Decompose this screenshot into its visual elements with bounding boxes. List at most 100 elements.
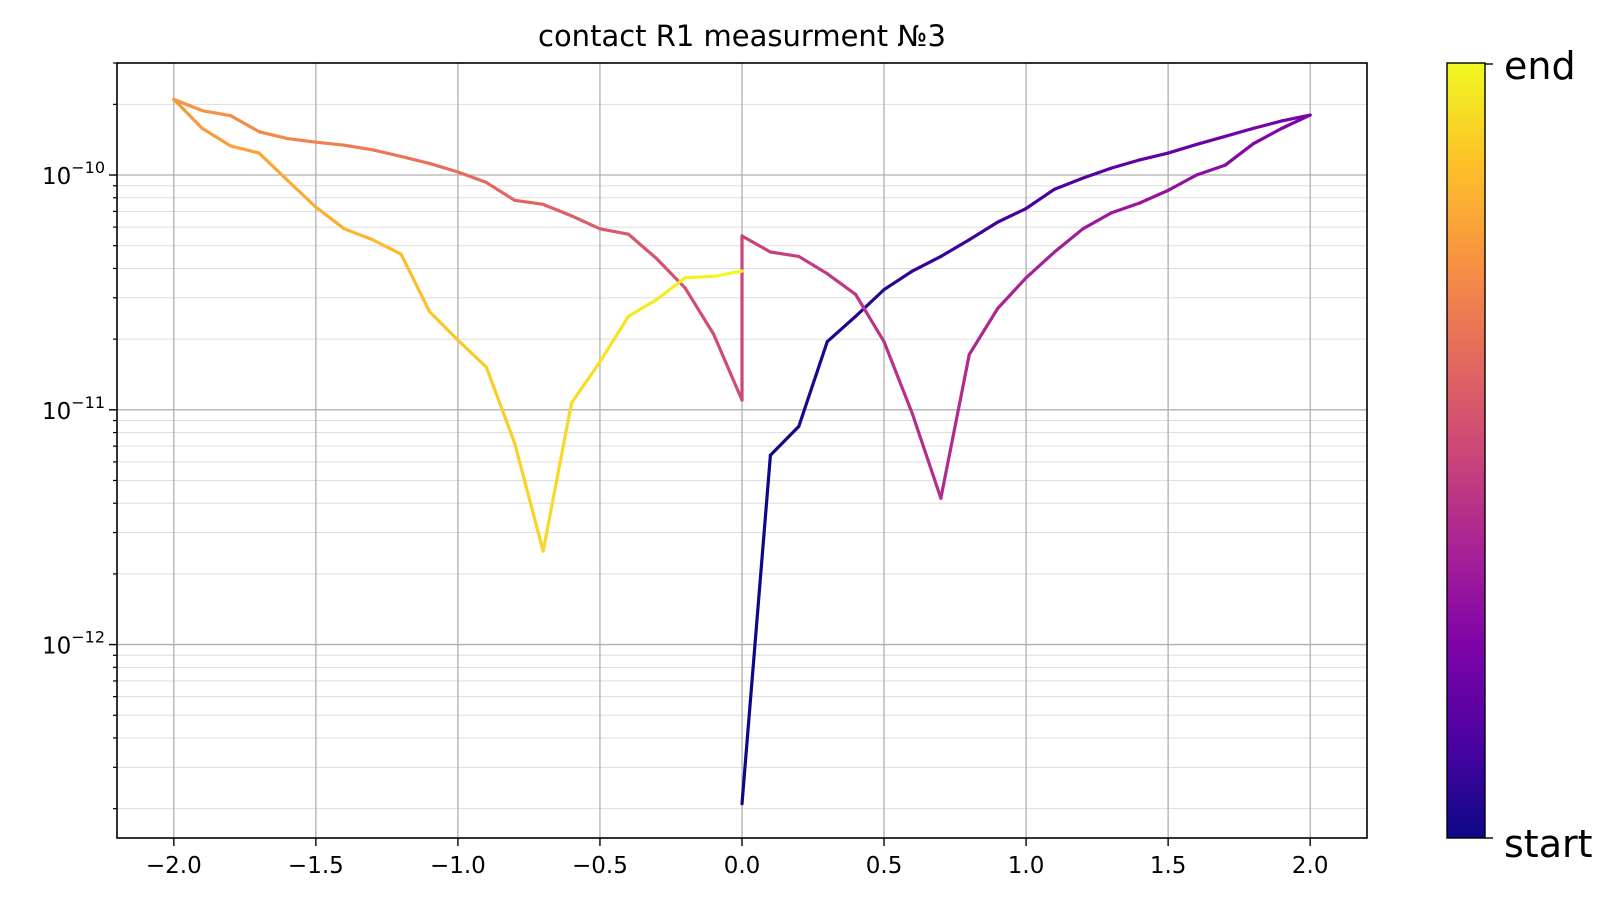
line-segment — [939, 352, 971, 500]
line-segment — [1251, 126, 1284, 146]
line-segment — [1166, 173, 1199, 192]
line-segment — [427, 309, 460, 342]
line-segment — [967, 306, 1000, 357]
line-segment — [854, 288, 886, 318]
line-segment — [1052, 176, 1085, 191]
x-tick-label: 0.0 — [724, 853, 761, 879]
line-segment — [768, 424, 801, 457]
line-segment — [371, 238, 403, 256]
line-segment — [456, 170, 488, 185]
line-segment — [172, 97, 204, 130]
line-segment — [172, 97, 204, 113]
chart-title: contact R1 measurment №3 — [538, 19, 946, 53]
y-tick-label: 10−10 — [42, 158, 105, 190]
line-segment — [996, 276, 1028, 311]
line-segment — [200, 126, 233, 148]
line-segment — [825, 314, 858, 344]
line-segment — [768, 250, 801, 259]
line-segment — [1166, 142, 1199, 155]
line-segment — [1223, 126, 1255, 139]
line-segment — [740, 234, 773, 254]
line-segment — [939, 238, 971, 259]
line-segment — [1251, 119, 1284, 130]
line-segment — [655, 276, 687, 302]
line-segment — [399, 154, 432, 166]
line-segment — [683, 286, 716, 336]
line-segment — [314, 140, 346, 147]
line-segment — [285, 136, 318, 144]
line-segment — [1138, 188, 1170, 205]
line-segment — [1024, 187, 1057, 211]
line-segment — [711, 269, 744, 278]
line-segment — [1194, 134, 1227, 147]
line-segment — [484, 365, 517, 445]
line-segment — [740, 453, 773, 806]
line-segment — [996, 206, 1028, 224]
line-segment — [1109, 158, 1142, 170]
line-segment — [541, 401, 574, 553]
line-segment — [1081, 211, 1113, 231]
line-segment — [1081, 166, 1113, 180]
line-segment — [854, 292, 886, 344]
line-segment — [484, 180, 517, 202]
line-segment — [229, 114, 261, 134]
line-segment — [399, 252, 432, 314]
x-tick-label: 1.5 — [1150, 853, 1187, 879]
line-segment — [882, 340, 915, 416]
data-line — [172, 97, 1312, 806]
line-segment — [569, 214, 602, 231]
x-tick-label: −1.0 — [430, 853, 486, 879]
x-tick-label: −0.5 — [572, 853, 628, 879]
line-segment — [427, 161, 460, 174]
y-tick-label: 10−12 — [42, 628, 105, 660]
x-tick-label: 0.5 — [866, 853, 903, 879]
grid — [117, 62, 1367, 838]
line-segment — [1138, 151, 1170, 162]
line-segment — [1223, 142, 1255, 167]
x-tick-label: −1.5 — [288, 853, 344, 879]
line-segment — [342, 143, 375, 152]
x-tick-label: 1.0 — [1008, 853, 1045, 879]
line-segment — [541, 202, 574, 218]
line-segment — [285, 178, 318, 209]
line-segment — [711, 332, 744, 402]
line-segment — [229, 144, 261, 155]
line-segment — [257, 151, 290, 182]
line-segment — [569, 360, 602, 405]
x-tick-label: 2.0 — [1292, 853, 1329, 879]
line-segment — [825, 272, 858, 297]
line-segment — [626, 232, 659, 261]
colorbar-label-end: end — [1504, 44, 1576, 88]
line-segment — [371, 148, 403, 159]
y-axis: 10−12 10−11 10−10 — [42, 62, 117, 810]
line-segment — [1280, 113, 1312, 130]
x-tick-label: −2.0 — [146, 853, 202, 879]
line-segment — [257, 130, 290, 141]
line-segment — [314, 205, 346, 231]
line-segment — [655, 257, 687, 290]
line-segment — [513, 198, 545, 206]
y-tick-label: 10−11 — [42, 393, 105, 425]
line-segment — [910, 254, 943, 273]
line-segment — [626, 297, 659, 318]
line-segment — [797, 340, 829, 428]
line-segment — [456, 338, 488, 369]
line-segment — [200, 109, 233, 118]
line-segment — [1024, 250, 1057, 280]
line-segment — [1194, 163, 1227, 177]
x-axis: −2.0 −1.5 −1.0 −0.5 0.0 0.5 1.0 1.5 2.0 — [146, 838, 1329, 879]
line-segment — [513, 441, 545, 553]
line-segment — [797, 254, 829, 276]
line-segment — [683, 274, 716, 280]
line-segment — [342, 227, 375, 242]
colorbar-label-start: start — [1504, 822, 1593, 866]
line-segment — [967, 220, 1000, 242]
line-segment — [598, 227, 630, 236]
line-segment — [1109, 201, 1142, 215]
colorbar — [1446, 62, 1486, 839]
line-segment — [882, 269, 915, 292]
line-segment — [598, 314, 630, 364]
line-segment — [910, 412, 943, 500]
line-segment — [1052, 227, 1085, 254]
